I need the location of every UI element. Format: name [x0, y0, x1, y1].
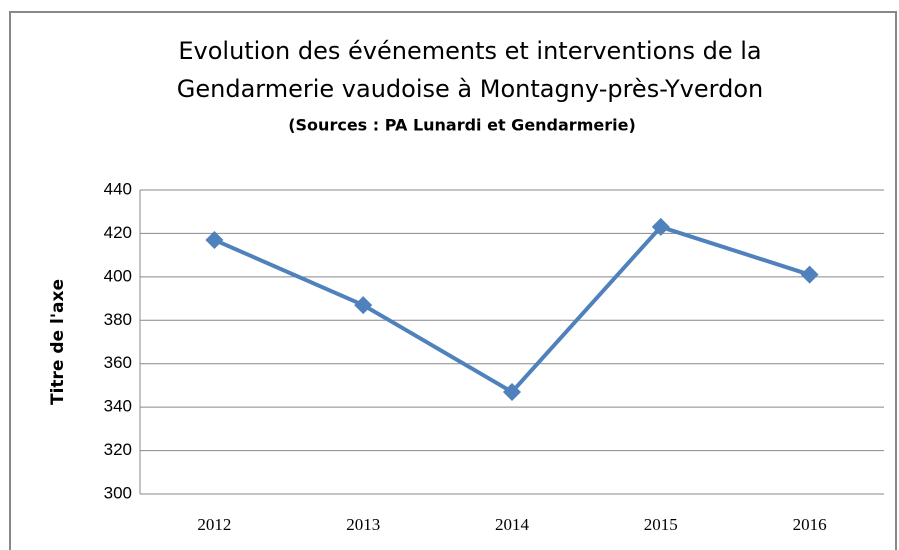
x-tick-label: 2015	[644, 515, 678, 534]
x-tick-label: 2016	[793, 515, 827, 534]
y-tick-label: 400	[104, 266, 132, 285]
y-tick-label: 380	[104, 310, 132, 329]
data-point	[800, 265, 819, 284]
chart-subtitle: (Sources : PA Lunardi et Gendarmerie)	[288, 116, 636, 135]
data-point	[205, 230, 224, 249]
y-axis-label: Titre de l'axe	[48, 279, 68, 405]
y-tick-label: 340	[104, 397, 132, 416]
chart-title-line: Gendarmerie vaudoise à Montagny-près-Yve…	[177, 75, 763, 103]
data-point	[354, 296, 373, 315]
x-tick-label: 2012	[197, 515, 231, 534]
y-tick-label: 360	[104, 353, 132, 372]
y-tick-label: 420	[104, 223, 132, 242]
x-tick-label: 2014	[495, 515, 530, 534]
data-point	[651, 217, 670, 236]
y-tick-label: 300	[104, 483, 132, 502]
chart-frame	[9, 11, 897, 550]
x-tick-label: 2013	[346, 515, 380, 534]
y-tick-label: 320	[104, 440, 132, 459]
y-tick-label: 440	[104, 179, 132, 198]
data-point	[503, 382, 521, 401]
chart-title-line: Evolution des événements et intervention…	[178, 37, 761, 65]
